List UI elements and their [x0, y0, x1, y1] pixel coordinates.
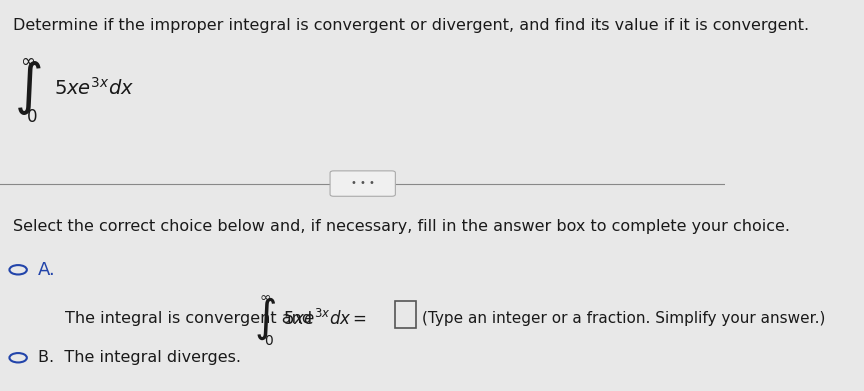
Text: $0$: $0$: [264, 334, 274, 348]
Text: A.: A.: [38, 261, 55, 279]
Text: $5xe^{3x}dx =$: $5xe^{3x}dx =$: [283, 308, 367, 329]
Text: $\int$: $\int$: [14, 59, 41, 117]
Text: • • •: • • •: [351, 178, 375, 188]
Text: (Type an integer or a fraction. Simplify your answer.): (Type an integer or a fraction. Simplify…: [422, 311, 826, 326]
Text: Select the correct choice below and, if necessary, fill in the answer box to com: Select the correct choice below and, if …: [13, 219, 790, 234]
Text: $\int$: $\int$: [254, 296, 276, 342]
Text: $5xe^{3x}dx$: $5xe^{3x}dx$: [54, 77, 135, 99]
Text: The integral is convergent and: The integral is convergent and: [66, 311, 313, 326]
Text: $\infty$: $\infty$: [20, 52, 35, 70]
FancyBboxPatch shape: [396, 301, 416, 328]
Text: $0$: $0$: [26, 108, 38, 126]
Text: Determine if the improper integral is convergent or divergent, and find its valu: Determine if the improper integral is co…: [13, 18, 810, 32]
FancyBboxPatch shape: [330, 171, 396, 196]
Text: $\infty$: $\infty$: [258, 290, 270, 304]
Text: B.  The integral diverges.: B. The integral diverges.: [38, 350, 241, 365]
